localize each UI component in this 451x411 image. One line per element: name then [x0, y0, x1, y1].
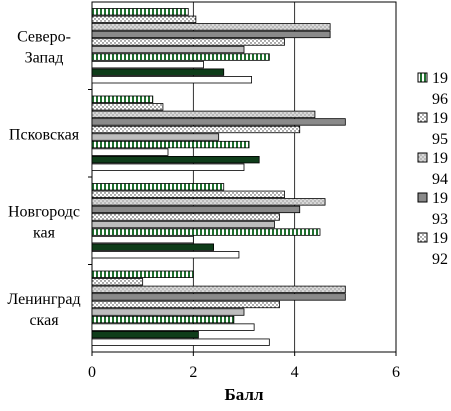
bar-6-4: [91, 308, 245, 316]
bar-4-2: [91, 118, 346, 126]
legend-label: 19: [432, 110, 448, 127]
bar-3-4: [91, 285, 346, 294]
bar-9-3: [91, 243, 214, 251]
bar-1-2: [91, 95, 154, 103]
bar-8-3: [91, 235, 194, 244]
bar-2-1: [91, 15, 197, 23]
x-tick-label: 0: [88, 364, 96, 381]
bar-5-4: [91, 300, 280, 309]
x-tick-label: 4: [291, 364, 299, 381]
bar-5-3: [91, 213, 280, 221]
bar-1-1: [91, 8, 189, 16]
bar-9-4: [91, 330, 199, 339]
legend-label: 19: [432, 150, 448, 167]
category-label: Псковская: [9, 126, 80, 143]
legend-swatch: [417, 112, 428, 123]
bar-3-3: [91, 198, 326, 206]
bar-5-2: [91, 125, 301, 134]
bar-10-4: [91, 338, 270, 346]
category-label: Ленинград ская: [7, 291, 80, 329]
bar-4-4: [91, 293, 346, 301]
bar-5-1: [91, 38, 285, 46]
bar-2-3: [91, 190, 285, 199]
bar-4-3: [91, 205, 301, 214]
category-label: Новгородс кая: [8, 203, 80, 241]
legend-label: 95: [432, 131, 448, 148]
legend-label: 93: [432, 211, 448, 228]
bar-7-4: [91, 315, 235, 324]
bar-8-4: [91, 323, 255, 331]
bar-10-3: [91, 251, 240, 259]
legend-swatch: [417, 72, 428, 83]
legend-swatch: [417, 232, 428, 243]
bar-7-2: [91, 140, 250, 149]
bar-2-2: [91, 103, 164, 111]
bar-6-1: [91, 45, 245, 54]
legend-swatch: [417, 192, 428, 203]
bar-3-1: [91, 23, 331, 31]
bar-8-2: [91, 148, 169, 156]
bar-3-2: [91, 110, 316, 119]
bar-2-4: [91, 278, 144, 286]
legend-label: 19: [432, 70, 448, 87]
bar-9-2: [91, 155, 260, 164]
bar-7-1: [91, 53, 270, 61]
legend-swatch: [417, 152, 428, 163]
bar-9-1: [91, 68, 225, 76]
bar-1-4: [91, 270, 194, 278]
x-axis-title: Балл: [225, 385, 264, 404]
legend-label: 96: [432, 91, 448, 108]
bar-1-3: [91, 183, 225, 191]
bar-4-1: [91, 30, 331, 39]
legend-label: 94: [432, 171, 448, 188]
bar-7-3: [91, 228, 321, 236]
bar-6-3: [91, 220, 275, 229]
bar-8-1: [91, 60, 204, 69]
legend-label: 92: [432, 251, 448, 268]
bar-6-2: [91, 133, 220, 141]
bar-10-1: [91, 76, 253, 84]
x-tick-label: 2: [189, 364, 197, 381]
legend-label: 19: [432, 230, 448, 247]
x-tick-label: 6: [392, 364, 400, 381]
category-label: Северо-Запад: [17, 28, 71, 66]
bar-10-2: [91, 163, 245, 171]
legend-label: 19: [432, 190, 448, 207]
